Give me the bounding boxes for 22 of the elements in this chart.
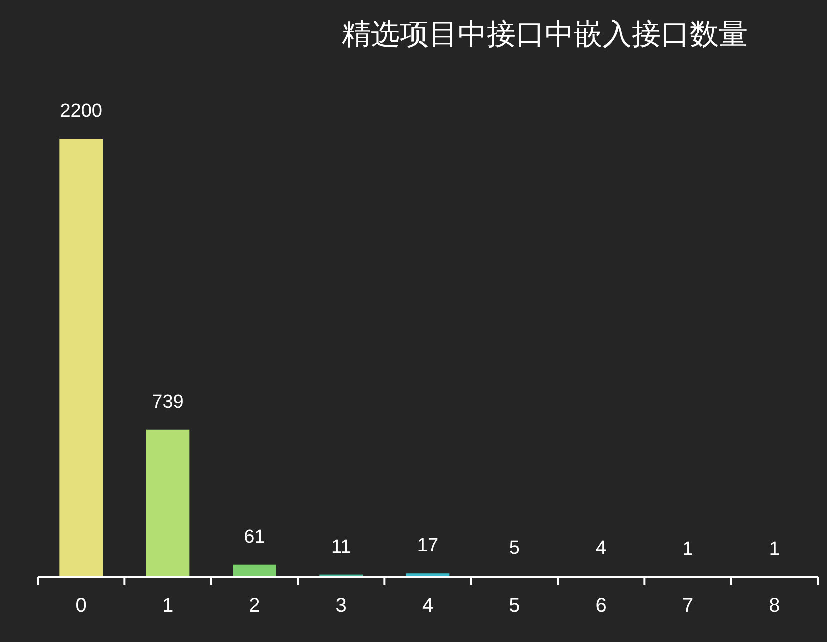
data-label: 1 (682, 538, 694, 560)
x-tick-label: 0 (76, 595, 87, 617)
data-label: 2200 (60, 101, 102, 122)
x-tick-label: 6 (596, 595, 607, 617)
chart-title: 精选项目中接口中嵌入接口数量 (342, 19, 748, 51)
x-tick-label: 2 (249, 595, 260, 617)
data-label: 5 (509, 538, 520, 560)
data-label: 17 (417, 536, 439, 557)
bar (233, 564, 276, 577)
x-tick-label: 5 (509, 595, 520, 617)
data-label: 61 (244, 526, 266, 548)
x-tick-label: 4 (422, 595, 434, 617)
bar (146, 430, 190, 577)
data-label: 739 (152, 392, 184, 413)
data-label: 11 (331, 536, 352, 558)
data-label: 4 (596, 538, 608, 560)
x-tick-label: 7 (682, 595, 694, 617)
x-tick-label: 1 (162, 595, 174, 617)
data-label: 1 (769, 538, 780, 560)
bar (60, 139, 103, 577)
x-tick-label: 8 (769, 595, 780, 617)
x-tick-label: 3 (336, 595, 347, 617)
